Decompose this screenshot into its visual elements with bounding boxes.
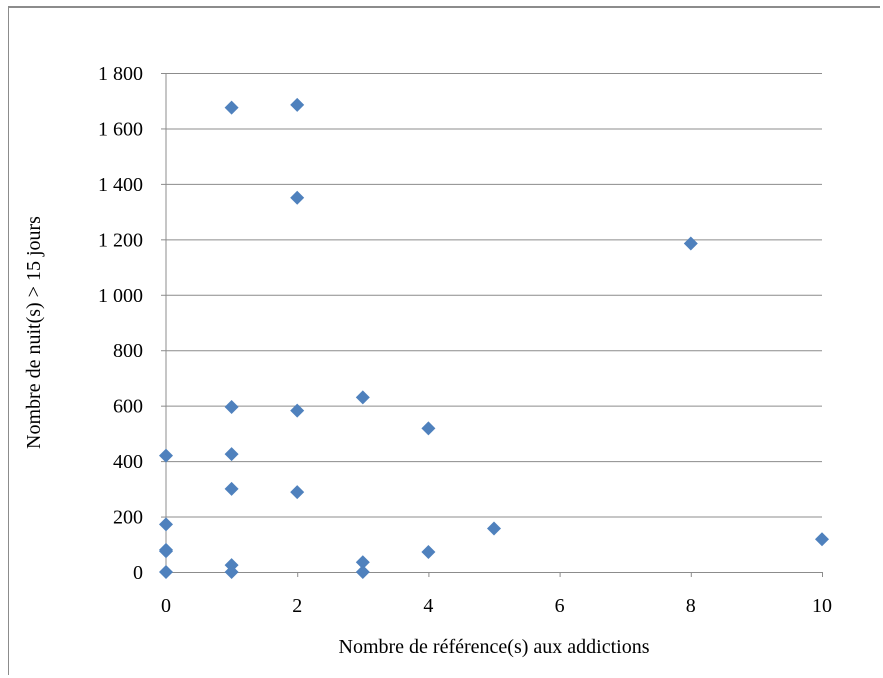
- data-point: [683, 236, 698, 251]
- data-point: [290, 403, 305, 418]
- x-tick-label: 0: [161, 595, 171, 617]
- axes: [161, 73, 823, 577]
- data-point: [815, 532, 829, 547]
- x-tick-label: 2: [292, 595, 302, 617]
- data-point: [355, 565, 370, 579]
- y-tick-label: 200: [113, 507, 143, 529]
- x-tick-labels: 0 2 4 6 8 10: [161, 595, 832, 617]
- y-tick-label: 1 000: [98, 285, 143, 307]
- data-point: [487, 521, 501, 536]
- data-point: [159, 565, 173, 579]
- data-point: [159, 544, 173, 559]
- data-point: [421, 545, 436, 560]
- y-tick-label: 1 400: [98, 174, 143, 196]
- y-tick-label: 400: [113, 451, 143, 473]
- y-tick-label: 600: [113, 396, 143, 418]
- x-tick-label: 10: [812, 595, 832, 617]
- y-tick-label: 800: [113, 340, 143, 362]
- data-point: [355, 555, 370, 570]
- data-points: [159, 97, 829, 579]
- data-point: [224, 447, 239, 462]
- data-point: [290, 97, 305, 112]
- y-tick-label: 1 800: [98, 63, 143, 85]
- data-point: [224, 565, 239, 579]
- y-tick-label: 1 600: [98, 118, 143, 140]
- data-point: [290, 485, 305, 500]
- y-tick-label: 0: [133, 562, 143, 584]
- gridlines: [166, 73, 822, 518]
- chart-frame: [8, 6, 880, 675]
- x-axis-title: Nombre de référence(s) aux addictions: [339, 636, 650, 658]
- data-point: [224, 400, 239, 415]
- x-tick-label: 6: [555, 595, 565, 617]
- data-point: [355, 390, 370, 405]
- data-point: [159, 448, 173, 463]
- y-axis-title: Nombre de nuit(s) > 15 jours: [23, 216, 45, 449]
- data-point: [290, 190, 305, 205]
- data-point: [421, 421, 436, 436]
- data-point: [224, 100, 239, 115]
- y-tick-label: 1 200: [98, 229, 143, 251]
- x-tick-label: 8: [686, 595, 696, 617]
- data-point: [224, 481, 239, 496]
- x-tick-label: 4: [423, 595, 433, 617]
- data-point: [159, 517, 173, 532]
- y-tick-labels: 0 200 400 600 800 1 000 1 200 1 400 1 600 1 800: [98, 63, 143, 584]
